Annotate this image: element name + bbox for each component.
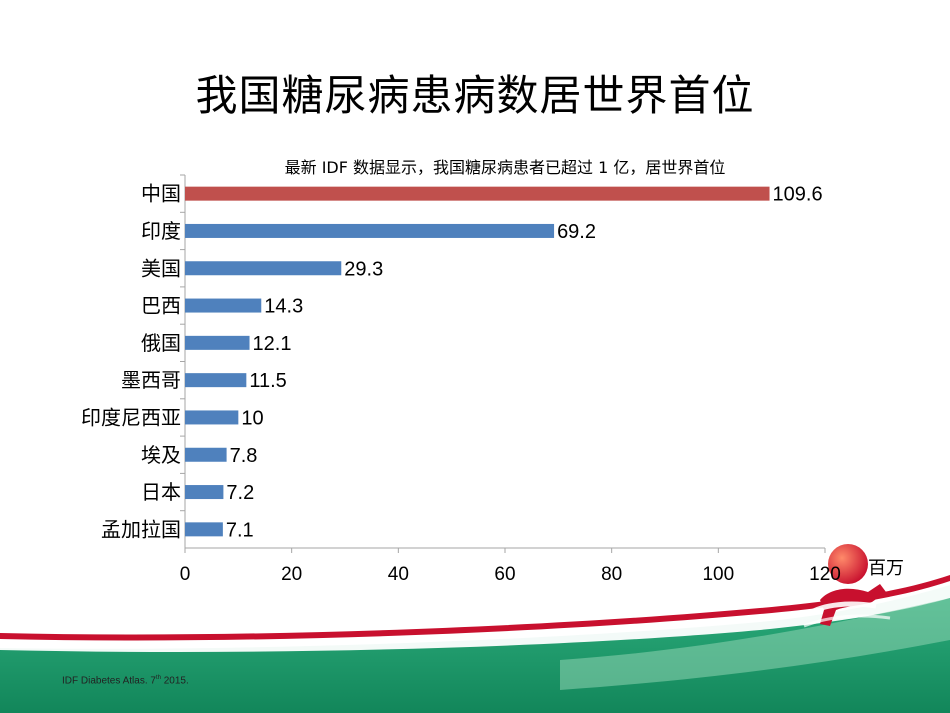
data-label: 7.1: [226, 519, 254, 541]
bar: [185, 335, 250, 350]
x-tick-label: 60: [494, 564, 515, 585]
data-label: 14.3: [264, 296, 303, 318]
x-tick-label: 120: [809, 564, 841, 585]
x-tick-label: 0: [180, 564, 191, 585]
bar: [185, 223, 555, 238]
category-label: 孟加拉国: [101, 517, 181, 541]
category-label: 印度: [141, 219, 181, 243]
bar: [185, 373, 247, 388]
x-tick-label: 80: [601, 564, 622, 585]
category-label: 巴西: [141, 294, 181, 318]
bar: [185, 522, 223, 537]
x-tick-label: 20: [281, 564, 302, 585]
category-label: 墨西哥: [121, 368, 181, 392]
source-sup: th: [155, 675, 161, 681]
bar: [185, 261, 342, 276]
category-label: 日本: [141, 480, 181, 504]
category-label: 俄国: [141, 331, 181, 355]
slide-title: 我国糖尿病患病数居世界首位: [195, 71, 755, 120]
bar: [185, 485, 224, 500]
category-label: 美国: [141, 256, 181, 280]
source-main: IDF Diabetes Atlas. 7: [62, 675, 156, 687]
data-label: 11.5: [249, 370, 286, 392]
light-green-wave: [560, 598, 950, 690]
data-label: 7.8: [230, 445, 258, 467]
running-figure-logo-icon: [803, 544, 891, 628]
data-label: 7.2: [226, 482, 254, 504]
data-label: 69.2: [557, 221, 596, 243]
x-tick-label: 40: [388, 564, 409, 585]
bar: [185, 298, 262, 313]
unit-label: 百万: [868, 558, 904, 579]
data-label: 12.1: [253, 333, 292, 355]
data-label: 29.3: [344, 258, 383, 280]
category-label: 印度尼西亚: [81, 405, 181, 429]
source-tail: 2015.: [160, 675, 189, 687]
bar: [185, 447, 227, 462]
white-swoosh: [0, 580, 950, 652]
source-note: IDF Diabetes Atlas. 7th 2015.: [62, 675, 189, 686]
bar: [185, 410, 239, 425]
green-wave: [0, 585, 950, 713]
data-label: 109.6: [773, 184, 823, 206]
category-label: 埃及: [141, 443, 181, 467]
x-tick-label: 100: [702, 564, 734, 585]
bar: [185, 186, 770, 201]
chart-subtitle: 最新 IDF 数据显示，我国糖尿病患者已超过 1 亿，居世界首位: [284, 158, 726, 177]
red-stripe: [0, 575, 950, 641]
category-label: 中国: [141, 182, 181, 206]
data-label: 10: [241, 407, 263, 429]
